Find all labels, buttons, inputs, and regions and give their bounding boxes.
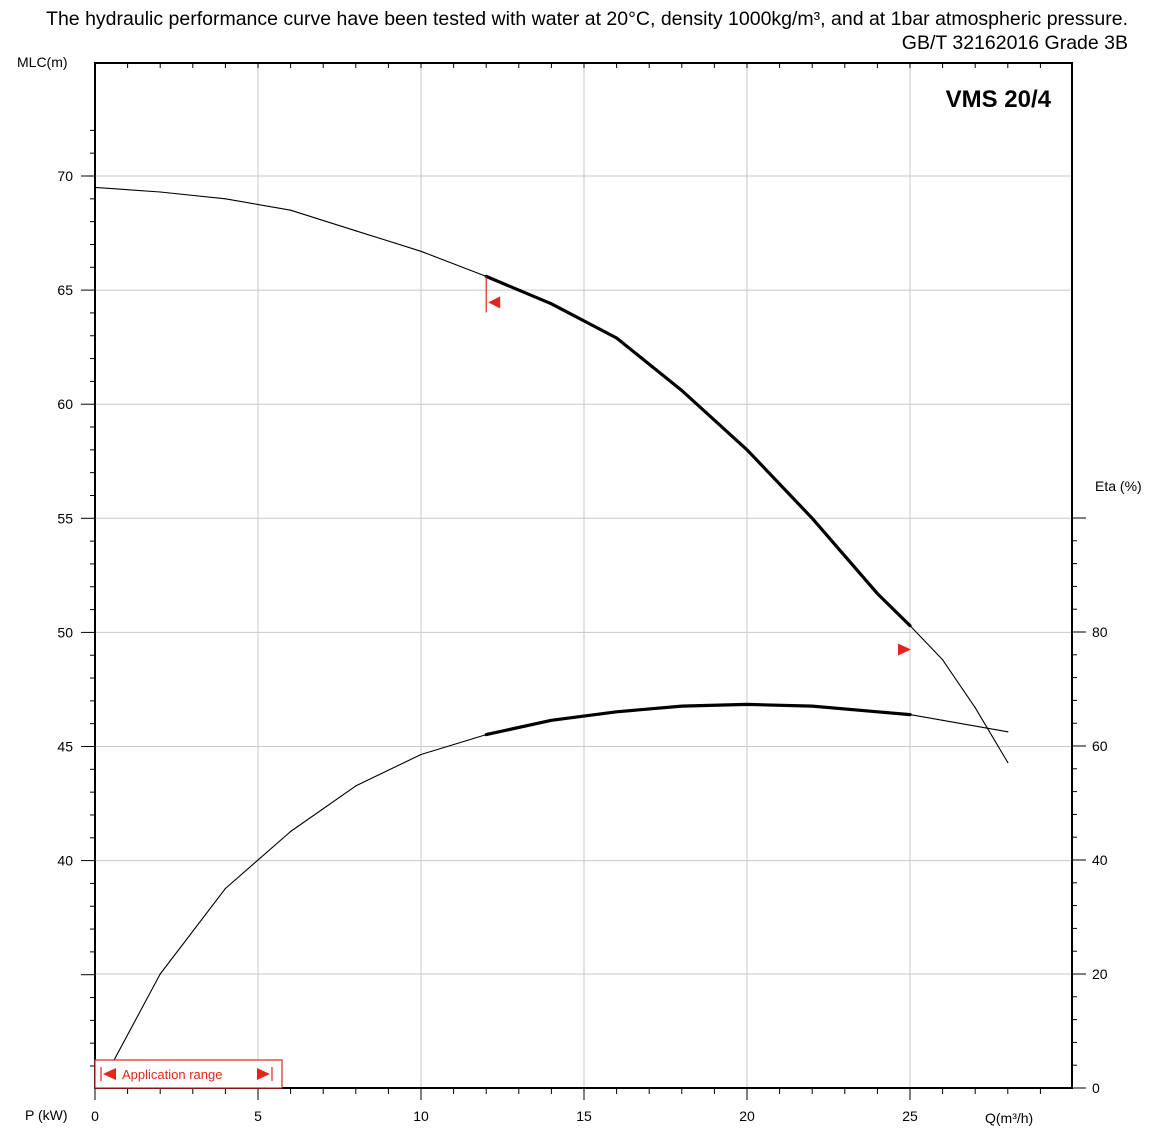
head-curve — [94, 186, 1009, 763]
head-point — [746, 449, 748, 451]
x-tick-label: 0 — [91, 1108, 99, 1124]
x-tick-label: 20 — [739, 1108, 755, 1124]
y2-tick-label: 0 — [1092, 1080, 1100, 1096]
efficiency-application-segment — [484, 702, 912, 737]
range-end-arrow — [898, 643, 911, 656]
tick-labels: 40 45 50 55 60 65 70 0 20 40 60 80 0 5 10 15 20 25 — [57, 168, 1107, 1124]
range-markers — [485, 276, 911, 656]
y-tick-label: 70 — [57, 168, 73, 184]
y-tick-label: 40 — [57, 853, 73, 869]
head-application-segment — [484, 274, 912, 628]
y2-axis-title: Eta (%) — [1095, 478, 1142, 494]
x-tick-label: 15 — [576, 1108, 592, 1124]
head-point — [942, 659, 944, 661]
head-point — [224, 198, 226, 200]
legend-label: Application range — [122, 1067, 222, 1082]
head-point — [420, 250, 422, 252]
head-point — [1007, 761, 1009, 764]
efficiency-point — [681, 705, 683, 707]
x-tick-label: 5 — [254, 1108, 262, 1124]
legend-left-arrow — [103, 1068, 116, 1080]
range-start-arrow — [488, 296, 501, 309]
efficiency-curve — [110, 703, 1008, 1066]
efficiency-point — [909, 714, 911, 716]
head-point — [909, 624, 911, 627]
x-tick-label: 10 — [413, 1108, 429, 1124]
chart-standard: GB/T 32162016 Grade 3B — [901, 32, 1128, 54]
head-point — [355, 230, 357, 232]
curves — [94, 186, 1009, 1066]
head-point — [681, 389, 683, 392]
efficiency-point — [159, 973, 161, 975]
efficiency-point — [355, 785, 357, 787]
head-point — [290, 209, 292, 211]
x-tick-label: 25 — [902, 1108, 918, 1124]
head-point — [876, 593, 879, 595]
head-point — [974, 707, 976, 709]
efficiency-point — [876, 711, 879, 713]
efficiency-point — [811, 705, 813, 707]
y2-tick-label: 40 — [1092, 852, 1108, 868]
head-point — [616, 337, 618, 339]
head-point — [94, 186, 96, 189]
y-axis-title: MLC(m) — [17, 54, 68, 70]
legend-right-arrow — [257, 1068, 270, 1080]
efficiency-point — [224, 887, 226, 890]
chart-note: The hydraulic performance curve have bee… — [46, 8, 1128, 30]
efficiency-point — [485, 734, 487, 736]
power-axis-title: P (kW) — [25, 1107, 68, 1123]
legend-box — [94, 1059, 283, 1089]
efficiency-point — [746, 703, 748, 705]
x-axis-title: Q(m³/h) — [985, 1110, 1033, 1126]
efficiency-point — [616, 711, 618, 713]
y-tick-label: 55 — [57, 510, 73, 526]
efficiency-point — [942, 719, 944, 721]
efficiency-point — [290, 830, 292, 833]
axis-ticks — [81, 63, 1086, 1100]
y-tick-label: 50 — [57, 624, 73, 640]
efficiency-point — [1007, 731, 1009, 733]
application-range-legend: Application range — [94, 1059, 283, 1089]
head-point — [811, 517, 813, 519]
efficiency-point — [420, 753, 422, 756]
model-title: VMS 20/4 — [946, 86, 1052, 113]
head-point — [159, 191, 161, 193]
efficiency-point — [550, 719, 553, 721]
grid-lines — [95, 63, 1072, 1088]
y-tick-label: 60 — [57, 396, 73, 412]
y-tick-label: 45 — [57, 739, 73, 755]
y-tick-label: 65 — [57, 282, 73, 298]
y2-tick-label: 60 — [1092, 738, 1108, 754]
y2-tick-label: 20 — [1092, 966, 1108, 982]
y2-tick-label: 80 — [1092, 624, 1108, 640]
head-point — [550, 303, 553, 305]
